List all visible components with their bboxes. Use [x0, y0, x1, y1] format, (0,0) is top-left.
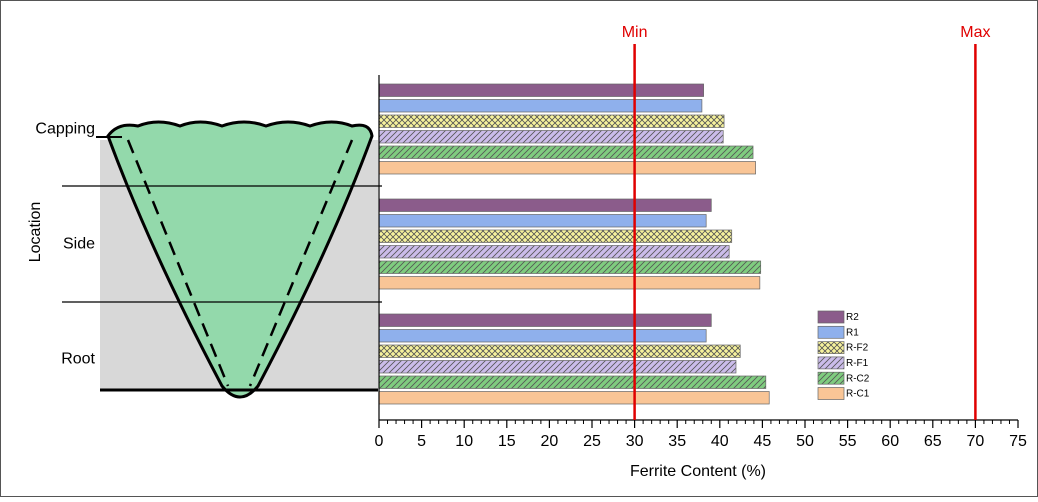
x-tick-label: 35: [668, 433, 686, 450]
bar: [379, 345, 740, 358]
reference-label: Max: [960, 24, 990, 41]
x-axis-label: Ferrite Content (%): [630, 463, 766, 480]
bar: [379, 277, 760, 290]
legend-swatch: [818, 326, 844, 338]
category-label: Side: [63, 236, 95, 253]
y-axis-label: Location: [27, 202, 44, 263]
x-tick-label: 65: [924, 433, 942, 450]
bar: [379, 146, 753, 159]
chart: Location Ferrite Content (%) Capping Side…: [0, 0, 1038, 497]
bar: [379, 162, 756, 175]
bar: [379, 261, 761, 274]
legend-label: R-C2: [846, 373, 870, 384]
x-tick-label: 5: [417, 433, 426, 450]
x-tick-label: 15: [498, 433, 516, 450]
category-label: Capping: [35, 121, 95, 138]
x-tick-label: 70: [967, 433, 985, 450]
bar: [379, 115, 724, 128]
bar: [379, 361, 736, 374]
legend-label: R-F2: [846, 343, 869, 354]
legend-swatch: [818, 372, 844, 384]
weld-diagram: [62, 122, 382, 397]
page: Location Ferrite Content (%) Capping Side…: [0, 0, 1038, 502]
x-tick-label: 20: [541, 433, 559, 450]
x-tick-label: 10: [455, 433, 473, 450]
bar: [379, 215, 706, 228]
bar: [379, 131, 723, 144]
legend-label: R1: [846, 327, 859, 338]
x-tick-label: 0: [375, 433, 384, 450]
x-tick-label: 45: [754, 433, 772, 450]
x-tick-label: 25: [583, 433, 601, 450]
x-tick-label: 40: [711, 433, 729, 450]
legend-swatch: [818, 342, 844, 354]
x-tick-label: 50: [796, 433, 814, 450]
bar: [379, 330, 706, 343]
bar: [379, 100, 702, 113]
legend-label: R2: [846, 312, 859, 323]
x-tick-label: 30: [626, 433, 644, 450]
legend-swatch: [818, 357, 844, 369]
bar: [379, 246, 729, 259]
x-tick-label: 75: [1009, 433, 1027, 450]
x-tick-label: 60: [881, 433, 899, 450]
bar: [379, 230, 732, 243]
bar: [379, 314, 711, 327]
bar: [379, 199, 711, 212]
legend-label: R-C1: [846, 389, 870, 400]
legend-swatch: [818, 388, 844, 400]
bar: [379, 376, 766, 389]
category-label: Root: [61, 351, 95, 368]
bar: [379, 84, 704, 97]
legend-label: R-F1: [846, 358, 869, 369]
x-tick-label: 55: [839, 433, 857, 450]
legend-swatch: [818, 311, 844, 323]
bar: [379, 392, 769, 405]
reference-label: Min: [622, 24, 648, 41]
